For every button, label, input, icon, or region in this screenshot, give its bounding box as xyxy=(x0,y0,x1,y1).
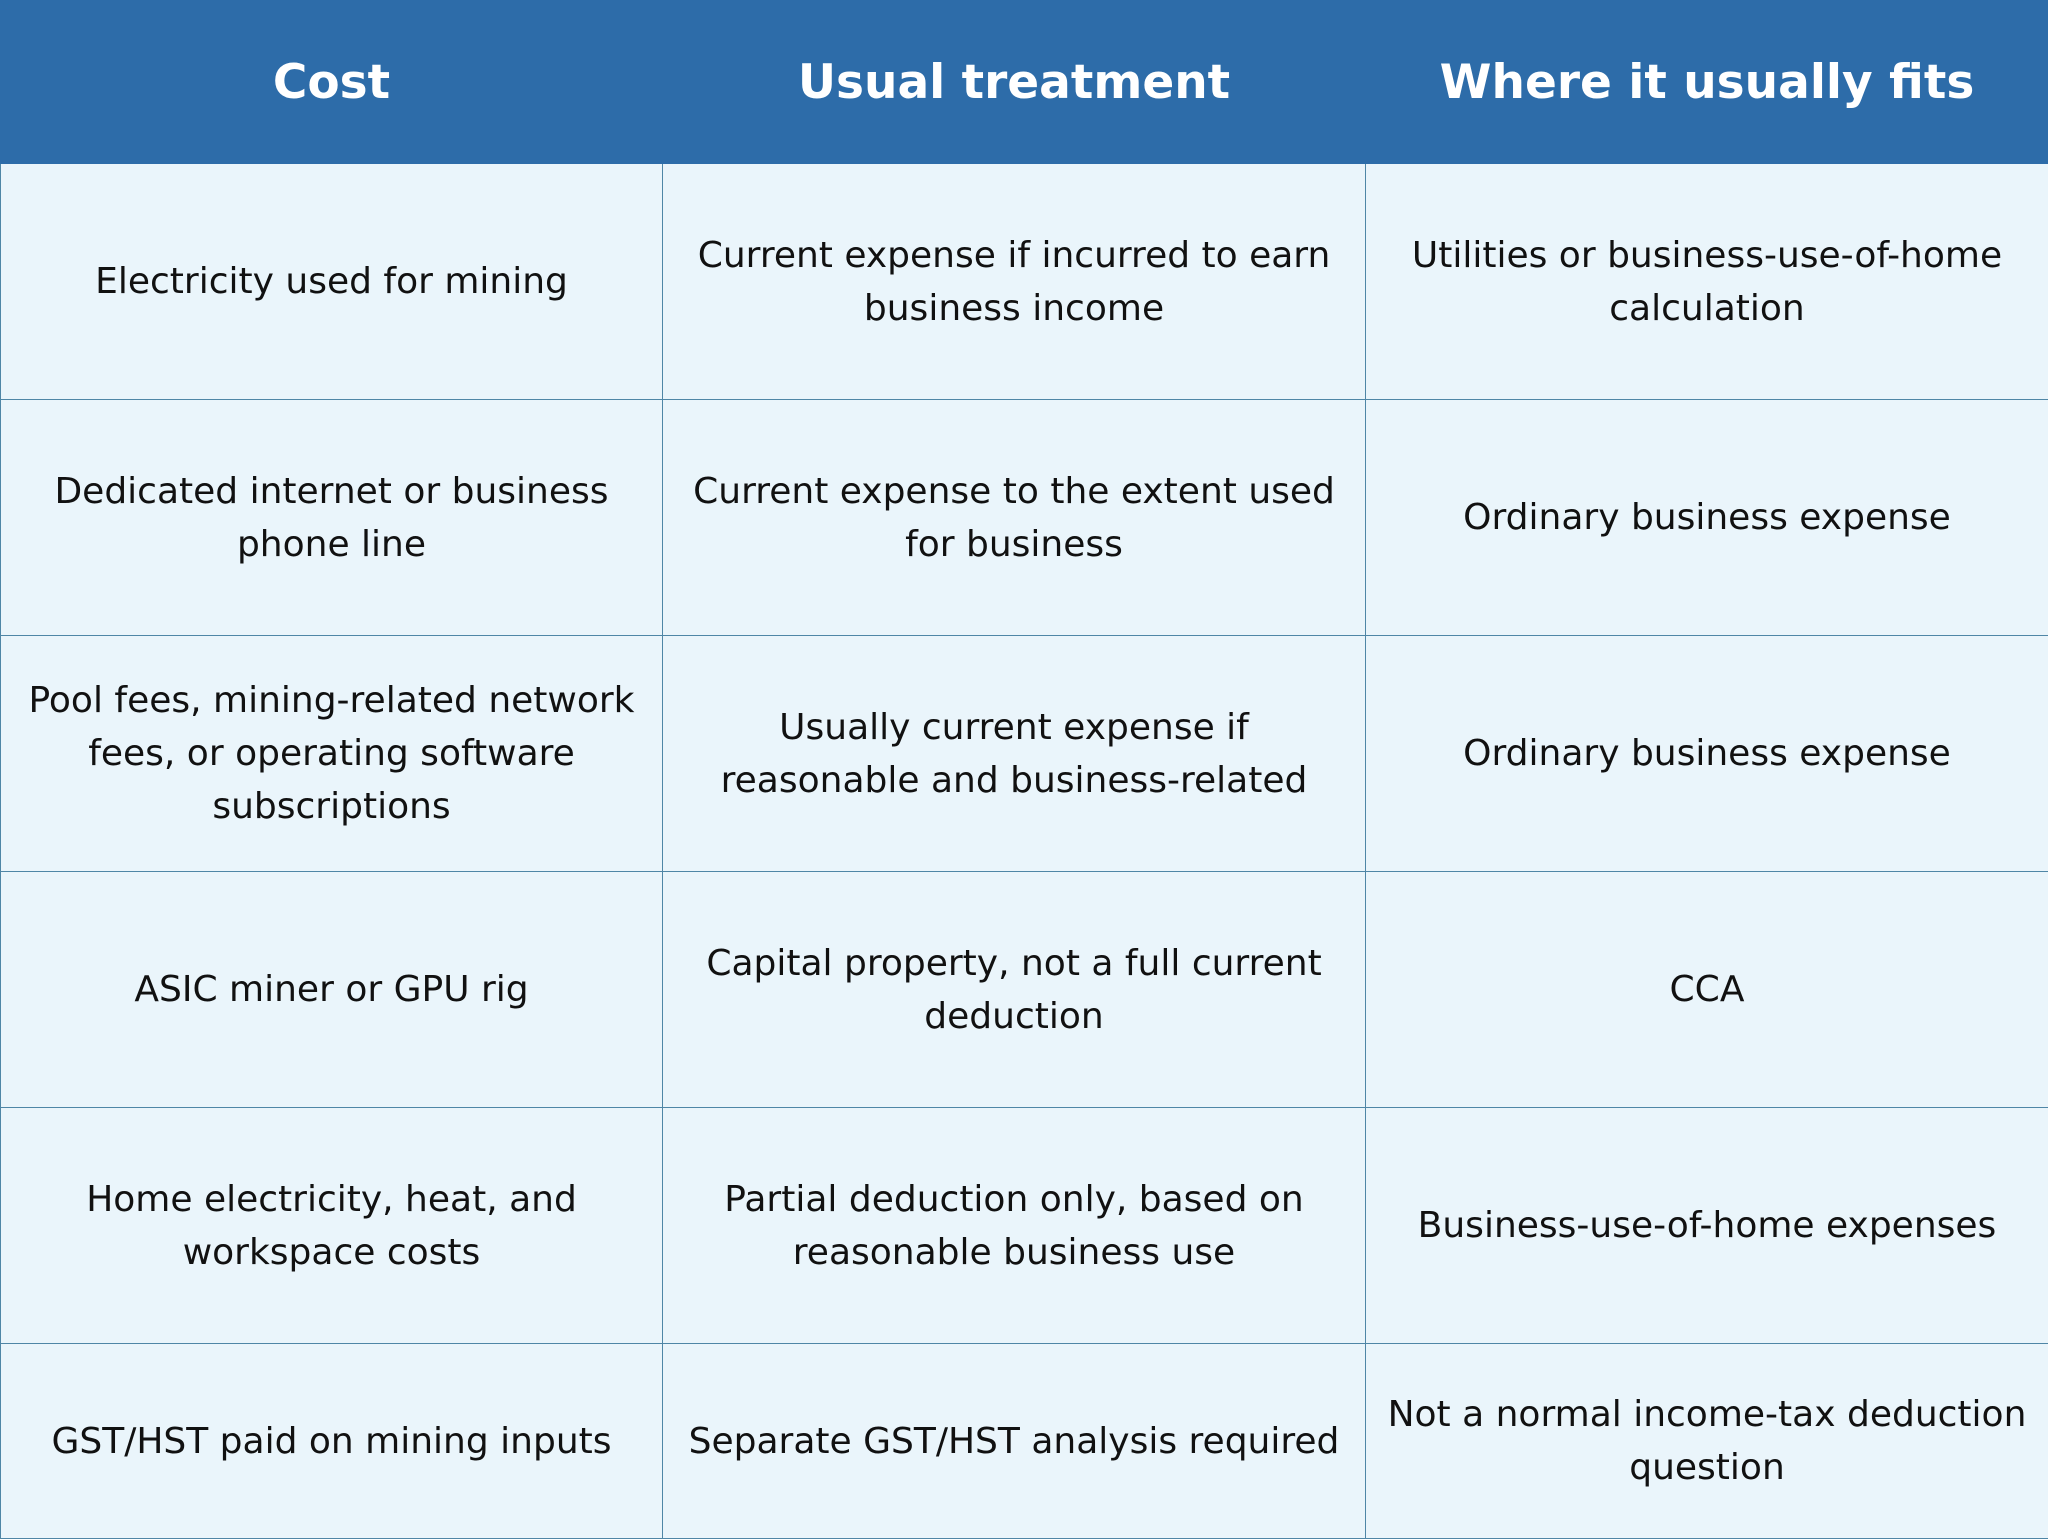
table-cell: ASIC miner or GPU rig xyxy=(1,872,663,1108)
table-cell: Partial deduction only, based on reasona… xyxy=(663,1108,1366,1344)
table-cell: Business-use-of-home expenses xyxy=(1366,1108,2048,1344)
table-cell: Ordinary business expense xyxy=(1366,636,2048,872)
table-cell: GST/HST paid on mining inputs xyxy=(1,1344,663,1539)
table-cell: Separate GST/HST analysis required xyxy=(663,1344,1366,1539)
table-row: Home electricity, heat, and workspace co… xyxy=(1,1108,2048,1344)
table-cell: Utilities or business-use-of-home calcul… xyxy=(1366,164,2048,400)
table-cell: CCA xyxy=(1366,872,2048,1108)
header-cell: Cost xyxy=(1,1,663,164)
table-cell: Ordinary business expense xyxy=(1366,400,2048,636)
table-cell: Current expense to the extent used for b… xyxy=(663,400,1366,636)
table-cell: Capital property, not a full current ded… xyxy=(663,872,1366,1108)
table-cell: Current expense if incurred to earn busi… xyxy=(663,164,1366,400)
table-row: Dedicated internet or business phone lin… xyxy=(1,400,2048,636)
header-cell: Where it usually fits xyxy=(1366,1,2048,164)
table-cell: Not a normal income-tax deduction questi… xyxy=(1366,1344,2048,1539)
table-cell: Electricity used for mining xyxy=(1,164,663,400)
table-cell: Pool fees, mining-related network fees, … xyxy=(1,636,663,872)
table-cell: Home electricity, heat, and workspace co… xyxy=(1,1108,663,1344)
table-row: Pool fees, mining-related network fees, … xyxy=(1,636,2048,872)
table-cell: Usually current expense if reasonable an… xyxy=(663,636,1366,872)
table-cell: Dedicated internet or business phone lin… xyxy=(1,400,663,636)
header-cell: Usual treatment xyxy=(663,1,1366,164)
